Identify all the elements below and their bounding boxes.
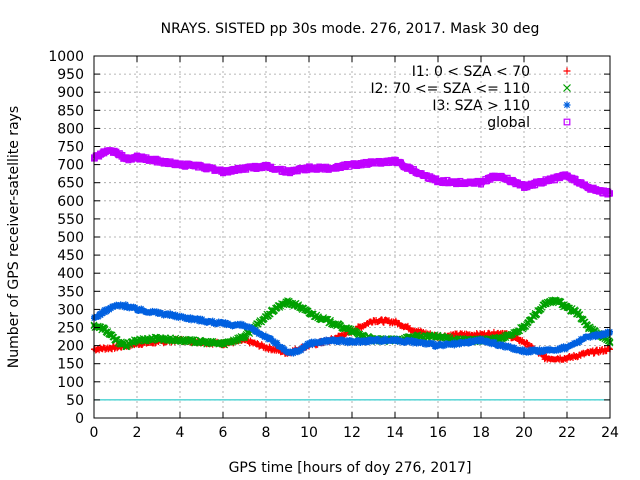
- data-point: [305, 342, 312, 349]
- y-tick-label: 400: [57, 266, 84, 282]
- y-tick-label: 550: [57, 212, 84, 228]
- y-tick-label: 350: [57, 284, 84, 300]
- x-tick-labels: 0 2 4 6 8 10 12 14 16 18 20 22 24: [90, 425, 619, 441]
- data-point: [374, 335, 381, 342]
- x-tick-label: 14: [386, 425, 404, 441]
- data-point: [95, 314, 102, 321]
- y-tick-label: 300: [57, 302, 84, 318]
- data-point: [524, 339, 531, 346]
- x-tick-label: 4: [176, 425, 185, 441]
- y-axis-label: Number of GPS receiver-satellite rays: [6, 106, 22, 368]
- x-tick-label: 12: [343, 425, 361, 441]
- data-point: [491, 338, 498, 345]
- data-point: [573, 310, 581, 318]
- x-tick-label: 0: [90, 425, 99, 441]
- legend-marker-square-icon: [563, 118, 571, 126]
- data-point: [102, 309, 109, 316]
- legend-marker-star-icon: [563, 101, 571, 109]
- y-tick-label: 450: [57, 248, 84, 264]
- y-tick-label: 600: [57, 194, 84, 210]
- y-tick-label: 500: [57, 230, 84, 246]
- legend-marker-cross-icon: [563, 84, 571, 92]
- data-point: [606, 345, 613, 352]
- x-tick-label: 24: [601, 425, 619, 441]
- data-point: [148, 309, 155, 316]
- x-tick-label: 10: [300, 425, 318, 441]
- legend-label: I2: 70 <= SZA <= 110: [370, 81, 530, 97]
- tick-marks: [93, 55, 611, 419]
- y-tick-label: 100: [57, 375, 84, 391]
- data-point: [430, 340, 437, 347]
- x-tick-label: 16: [429, 425, 447, 441]
- y-tick-label: 950: [57, 67, 84, 83]
- y-tick-label: 0: [75, 411, 84, 427]
- data-point: [508, 343, 515, 350]
- y-tick-label: 50: [66, 393, 84, 409]
- data-point: [456, 341, 463, 348]
- data-point: [537, 305, 545, 313]
- y-tick-label: 900: [57, 85, 84, 101]
- data-point: [209, 317, 216, 324]
- legend-label: global: [487, 115, 530, 131]
- data-point: [167, 310, 174, 317]
- x-axis-label: GPS time [hours of doy 276, 2017]: [229, 460, 472, 476]
- data-point: [269, 337, 276, 344]
- data-point: [298, 347, 305, 354]
- x-tick-label: 2: [133, 425, 142, 441]
- data-point: [455, 339, 462, 346]
- y-tick-labels: 0 50 100 150 200 250 300 350 400 450 500 550 600 650 7…: [48, 49, 84, 427]
- data-point: [560, 343, 567, 350]
- y-tick-label: 200: [57, 339, 84, 355]
- data-point: [180, 313, 187, 320]
- grid: [94, 56, 610, 418]
- x-tick-label: 20: [515, 425, 533, 441]
- chart-title: NRAYS. SISTED pp 30s mode. 276, 2017. Ma…: [161, 21, 540, 37]
- legend-label: I3: SZA > 110: [432, 98, 530, 114]
- data-point: [432, 343, 439, 350]
- y-tick-label: 850: [57, 103, 84, 119]
- data-point: [122, 301, 129, 308]
- data-point: [99, 310, 106, 317]
- x-tick-label: 8: [262, 425, 271, 441]
- y-tick-label: 1000: [48, 49, 84, 65]
- data-point: [266, 310, 273, 318]
- data-point: [353, 339, 360, 346]
- data-point: [601, 332, 608, 339]
- series-global: [90, 147, 613, 198]
- data-point: [511, 344, 518, 351]
- x-tick-label: 6: [219, 425, 228, 441]
- data-point: [403, 339, 410, 346]
- y-tick-label: 700: [57, 158, 84, 174]
- data-point: [137, 307, 144, 314]
- x-tick-label: 18: [472, 425, 490, 441]
- legend-label: I1: 0 < SZA < 70: [412, 64, 530, 80]
- data-point: [465, 340, 472, 347]
- y-tick-label: 650: [57, 176, 84, 192]
- data-point: [522, 322, 530, 330]
- data-point: [274, 339, 281, 346]
- data-point: [241, 334, 248, 342]
- data-point: [521, 346, 528, 353]
- y-tick-label: 800: [57, 121, 84, 137]
- y-tick-label: 750: [57, 140, 84, 156]
- x-tick-label: 22: [558, 425, 576, 441]
- data-point: [366, 339, 373, 346]
- legend-marker-plus-icon: [563, 67, 571, 75]
- y-tick-label: 150: [57, 357, 84, 373]
- y-tick-label: 250: [57, 321, 84, 337]
- data-point: [576, 311, 584, 318]
